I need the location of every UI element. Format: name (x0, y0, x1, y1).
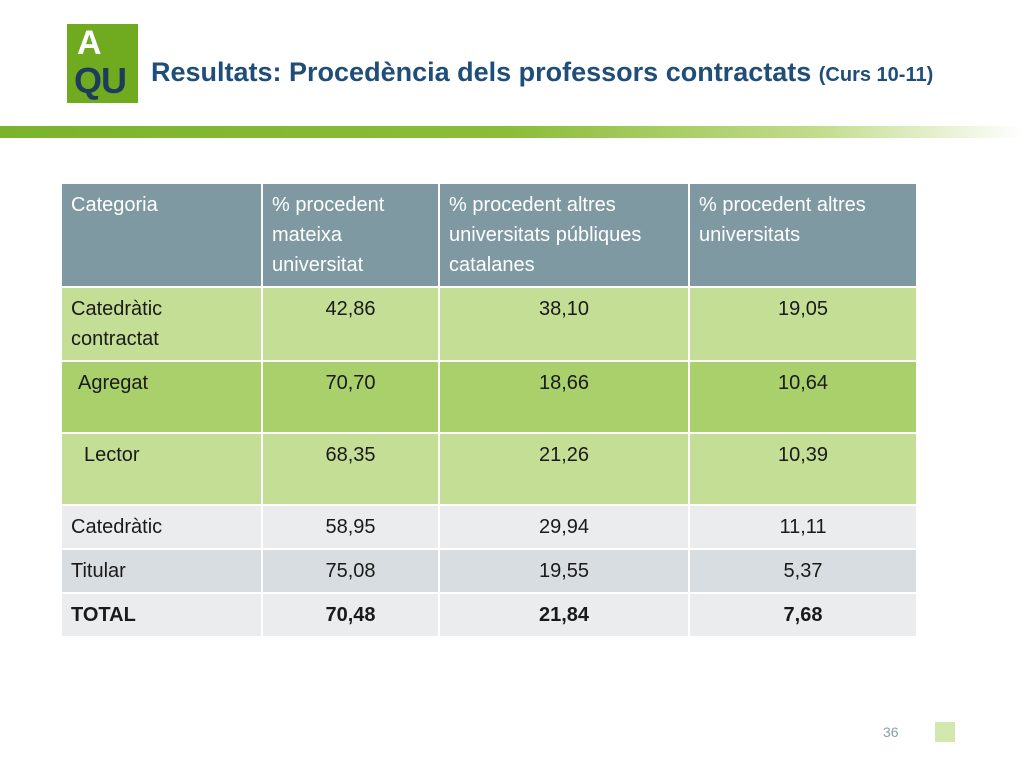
cell-altres: 19,05 (688, 286, 918, 362)
table-header-row: Categoria % procedent mateixa universita… (60, 182, 918, 288)
cell-mateixa: 70,70 (261, 360, 440, 434)
aqu-logo: A QU (67, 24, 138, 103)
column-header-altres-universitats: % procedent altres universitats (688, 182, 918, 288)
cell-categoria: Catedràtic (60, 504, 263, 550)
cell-categoria: Agregat (60, 360, 263, 434)
results-table: Categoria % procedent mateixa universita… (60, 182, 918, 638)
title-underline-bar (0, 126, 1024, 138)
cell-mateixa: 68,35 (261, 432, 440, 506)
table-row: Catedràtic contractat 42,86 38,10 19,05 (60, 286, 918, 362)
cell-categoria: Lector (60, 432, 263, 506)
column-header-mateixa-universitat: % procedent mateixa universitat (261, 182, 440, 288)
cell-altres: 11,11 (688, 504, 918, 550)
cell-publiques-catalanes: 38,10 (438, 286, 690, 362)
cell-altres: 10,64 (688, 360, 918, 434)
page-number: 36 (883, 724, 899, 740)
corner-decoration (935, 722, 955, 742)
logo-text-qu: QU (74, 60, 127, 101)
cell-publiques-catalanes: 21,84 (438, 592, 690, 638)
cell-mateixa: 58,95 (261, 504, 440, 550)
cell-publiques-catalanes: 21,26 (438, 432, 690, 506)
table-row: Titular 75,08 19,55 5,37 (60, 548, 918, 594)
cell-publiques-catalanes: 19,55 (438, 548, 690, 594)
slide-title: Resultats: Procedència dels professors c… (151, 54, 1011, 93)
cell-mateixa: 70,48 (261, 592, 440, 638)
table-row-total: TOTAL 70,48 21,84 7,68 (60, 592, 918, 638)
cell-categoria: TOTAL (60, 592, 263, 638)
cell-altres: 5,37 (688, 548, 918, 594)
cell-categoria: Catedràtic contractat (60, 286, 263, 362)
cell-altres: 10,39 (688, 432, 918, 506)
logo-text-a: A (77, 24, 102, 62)
table-row: Lector 68,35 21,26 10,39 (60, 432, 918, 506)
column-header-categoria: Categoria (60, 182, 263, 288)
cell-altres: 7,68 (688, 592, 918, 638)
cell-mateixa: 75,08 (261, 548, 440, 594)
table-row: Agregat 70,70 18,66 10,64 (60, 360, 918, 434)
slide-title-text: Resultats: Procedència dels professors c… (151, 57, 812, 87)
cell-mateixa: 42,86 (261, 286, 440, 362)
cell-categoria: Titular (60, 548, 263, 594)
cell-publiques-catalanes: 18,66 (438, 360, 690, 434)
cell-publiques-catalanes: 29,94 (438, 504, 690, 550)
column-header-publiques-catalanes: % procedent altres universitats públique… (438, 182, 690, 288)
table-row: Catedràtic 58,95 29,94 11,11 (60, 504, 918, 550)
slide-subtitle: (Curs 10-11) (818, 64, 934, 86)
